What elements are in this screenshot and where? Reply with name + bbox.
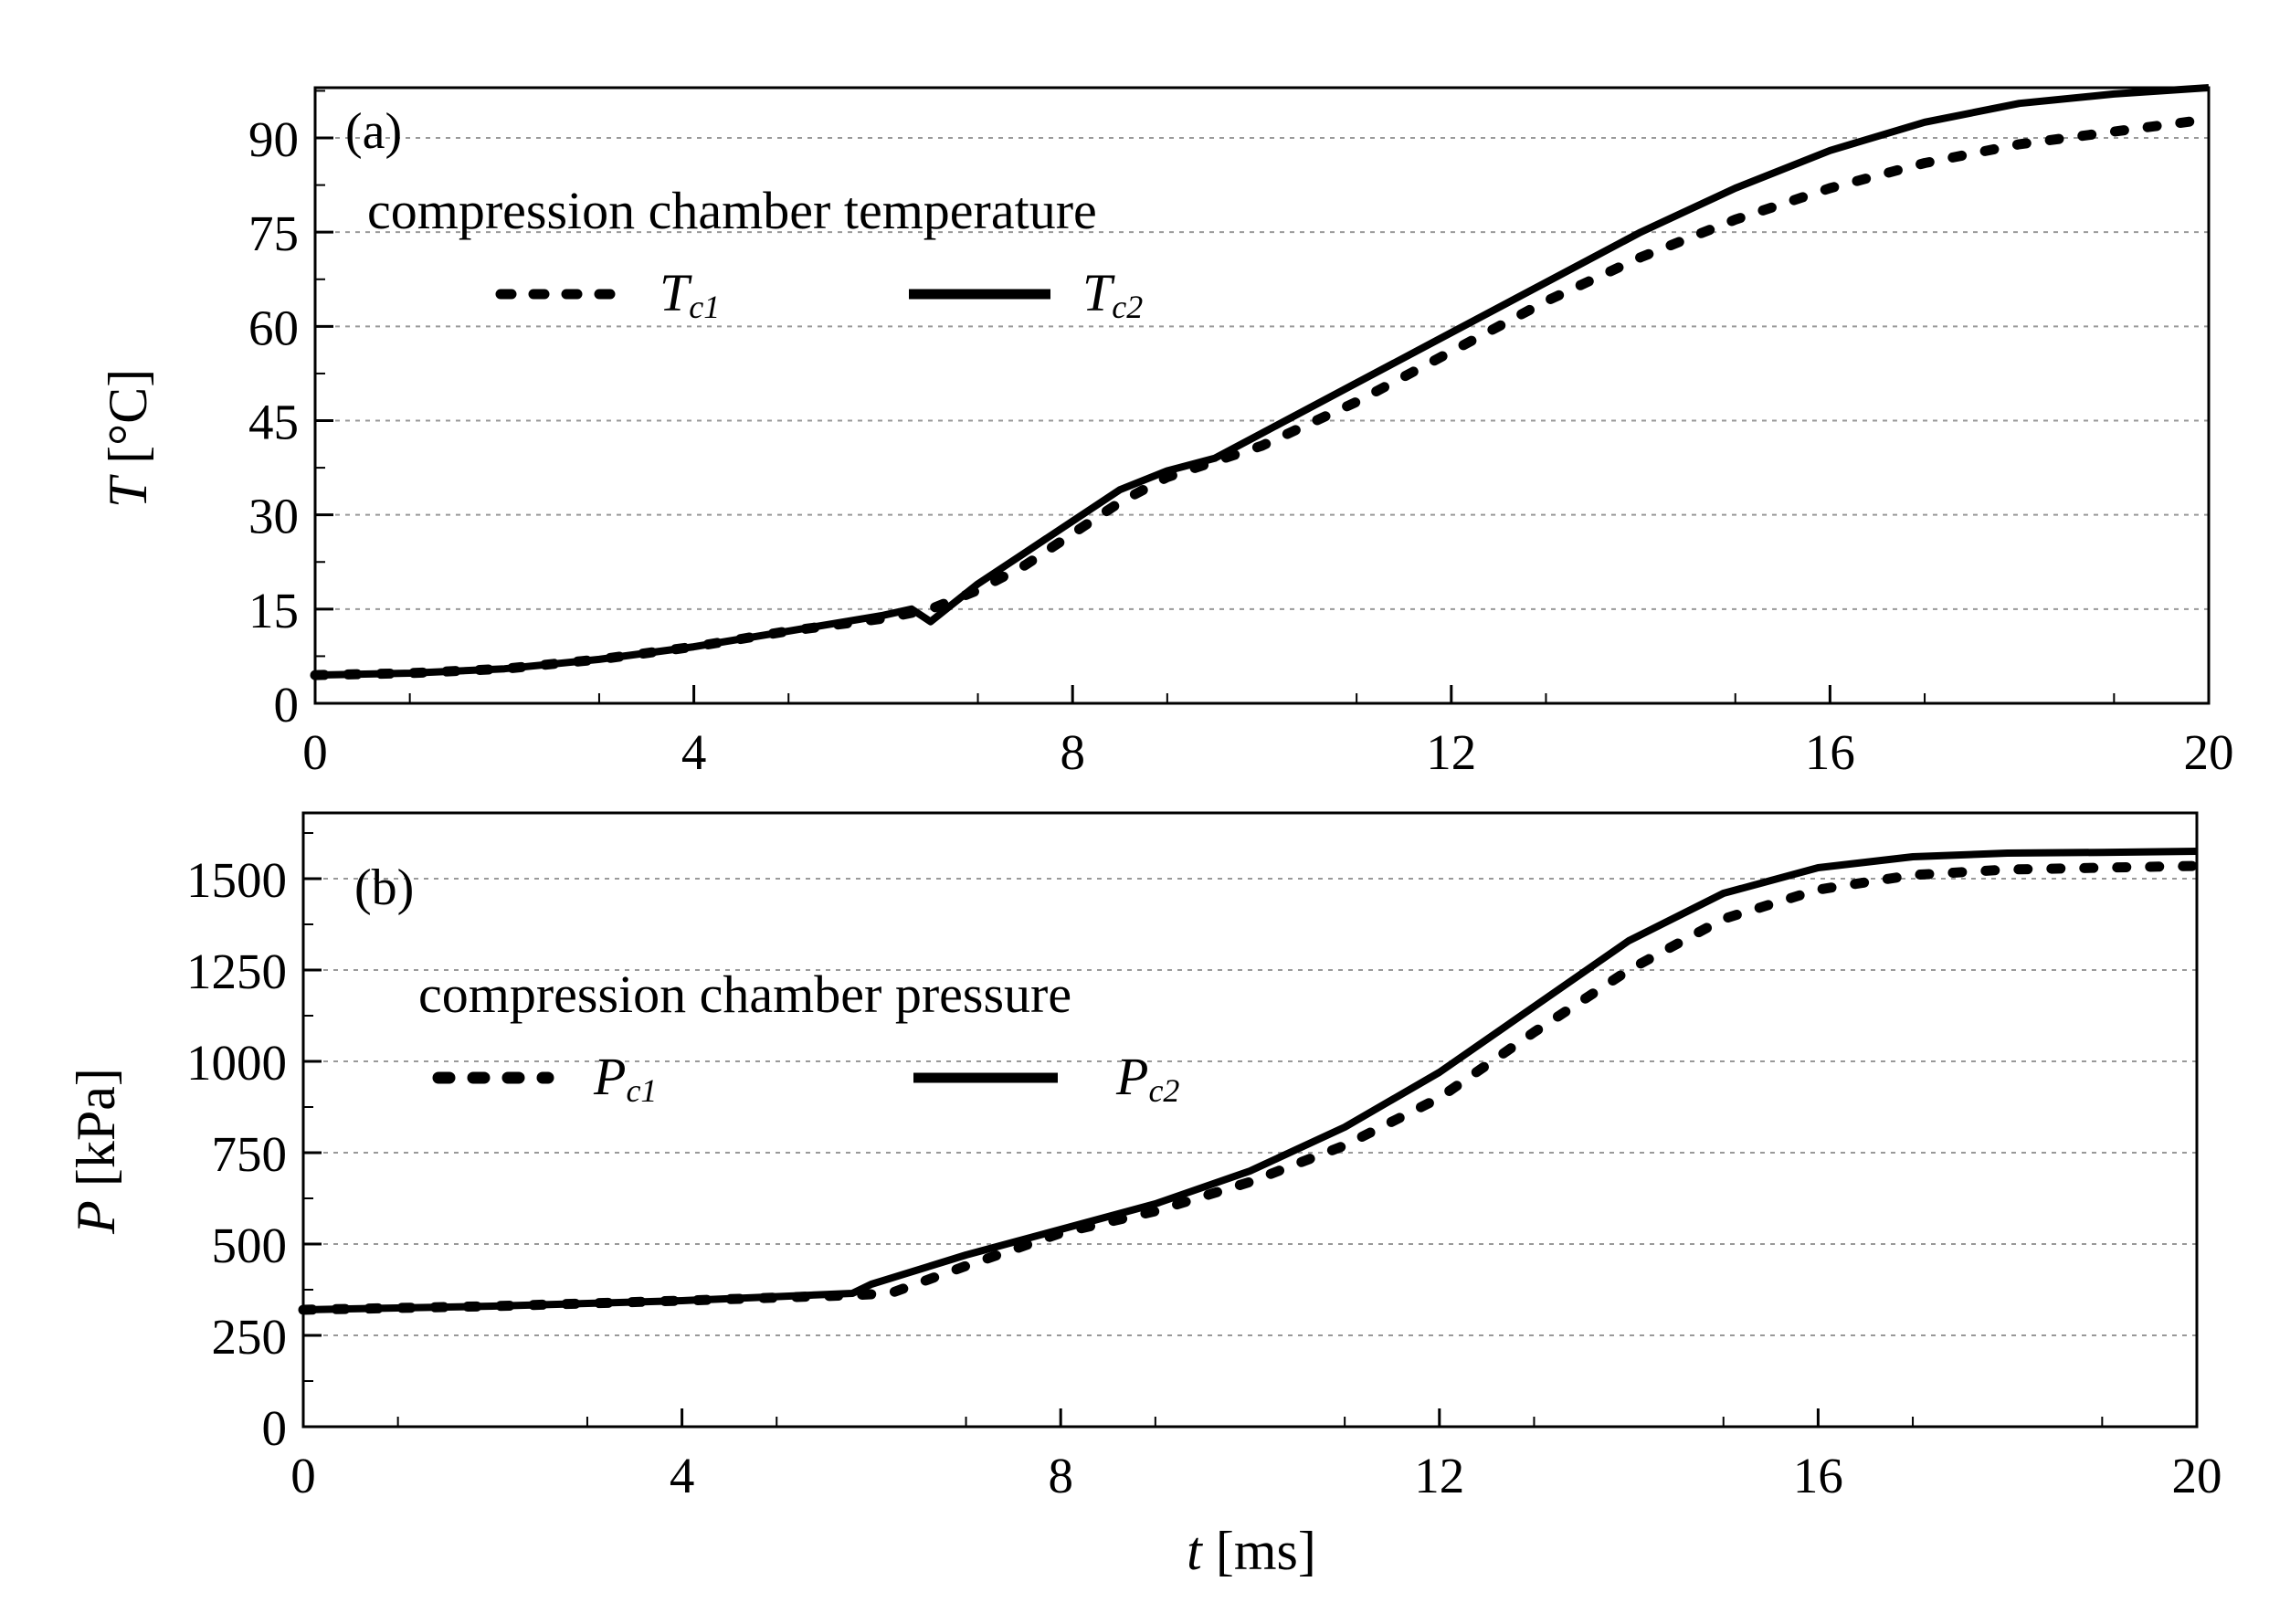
panel-b-label: (b) [354,859,414,916]
y-tick-label-b-4: 1000 [186,1035,287,1091]
x-tick-label-b-3: 12 [1414,1448,1464,1503]
y-tick-label-a-4: 60 [248,300,299,355]
x-tick-label-b-0: 0 [290,1448,316,1503]
series-a-c2 [314,84,2210,680]
panel-b-ticks [301,832,2199,1429]
panel-b-title: compression chamber pressure [418,965,1071,1024]
panel-a-temperature: 0 4 8 12 16 20 0 15 30 45 60 75 90 (a) compression c… [98,84,2234,780]
panel-a-grid [315,137,2209,610]
y-tick-label-b-1: 250 [212,1309,288,1365]
legend-b-c1-label: Pc1 [593,1047,657,1109]
legend-b-c2-label: Pc2 [1115,1047,1179,1109]
panel-a-plot-frame [313,86,2211,705]
series-b-c2 [302,848,2198,1313]
y-tick-label-b-6: 1500 [186,852,287,908]
series-b-c1 [298,860,2202,1315]
x-tick-label-a-5: 20 [2184,724,2234,780]
y-tick-label-a-2: 30 [248,489,299,544]
legend-a-c2-label: Tc2 [1082,263,1143,325]
x-tick-label-a-2: 8 [1060,724,1085,780]
panel-b-x-axis-title: t [ms] [1187,1521,1316,1581]
x-tick-label-a-0: 0 [302,724,328,780]
panel-b-pressure: 0 4 8 12 16 20 0 250 500 750 1000 1250 1500 (b) comp… [66,811,2222,1581]
x-tick-label-b-4: 16 [1793,1448,1843,1503]
panel-b-tick-labels: 0 4 8 12 16 20 0 250 500 750 1000 1250 1500 [186,852,2222,1503]
y-tick-label-b-0: 0 [262,1400,288,1456]
x-tick-label-b-1: 4 [670,1448,695,1503]
panel-a-series [310,84,2214,680]
panel-b-plot-frame [301,811,2199,1429]
y-tick-label-b-5: 1250 [186,944,287,999]
y-tick-label-a-3: 45 [248,395,299,450]
y-tick-label-a-1: 15 [248,583,299,638]
x-tick-label-a-1: 4 [681,724,707,780]
legend-a-c1-label: Tc1 [660,263,720,325]
panel-a-tick-labels: 0 4 8 12 16 20 0 15 30 45 60 75 90 [248,111,2234,780]
y-tick-label-a-5: 75 [248,206,299,261]
panel-b-grid [303,878,2197,1336]
panel-a-title: compression chamber temperature [367,181,1097,240]
panel-a-ticks [313,90,2211,705]
x-tick-label-a-3: 12 [1426,724,1476,780]
y-tick-label-a-0: 0 [274,677,300,733]
panel-b-y-axis-title: P [kPa] [66,1068,126,1235]
panel-a-y-axis-title: T [°C] [98,369,158,508]
x-tick-label-b-2: 8 [1048,1448,1073,1503]
x-tick-label-a-4: 16 [1805,724,1855,780]
panel-b-series [298,848,2202,1315]
x-tick-label-b-5: 20 [2172,1448,2222,1503]
series-a-c1 [310,113,2214,680]
y-tick-label-a-6: 90 [248,111,299,167]
panel-a-label: (a) [345,103,402,160]
y-tick-label-b-2: 500 [212,1218,288,1273]
y-tick-label-b-3: 750 [212,1126,288,1182]
